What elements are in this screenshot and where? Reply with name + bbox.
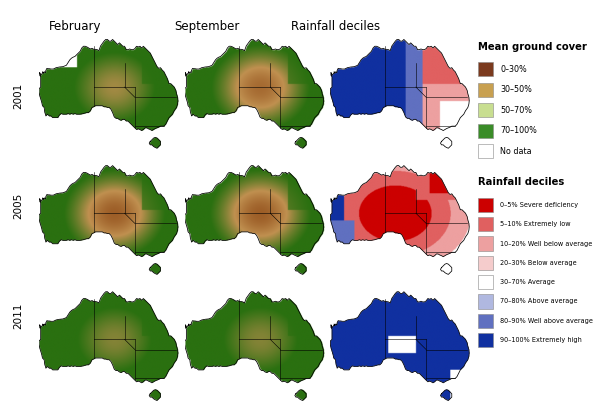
- FancyBboxPatch shape: [478, 295, 493, 308]
- FancyBboxPatch shape: [478, 62, 493, 76]
- Text: 10–20% Well below average: 10–20% Well below average: [500, 241, 592, 246]
- Text: Rainfall deciles: Rainfall deciles: [478, 177, 565, 187]
- Text: February: February: [49, 20, 101, 33]
- Text: 0–5% Severe deficiency: 0–5% Severe deficiency: [500, 202, 578, 208]
- FancyBboxPatch shape: [478, 83, 493, 97]
- Text: 70–80% Above average: 70–80% Above average: [500, 298, 578, 304]
- Text: 20–30% Below average: 20–30% Below average: [500, 260, 577, 266]
- Text: 2001: 2001: [13, 83, 23, 109]
- Text: Mean ground cover: Mean ground cover: [478, 42, 587, 52]
- Text: Rainfall deciles: Rainfall deciles: [292, 20, 380, 33]
- Text: No data: No data: [500, 146, 532, 155]
- Text: 2005: 2005: [13, 193, 23, 219]
- FancyBboxPatch shape: [478, 217, 493, 231]
- Text: 2011: 2011: [13, 303, 23, 329]
- Text: 50–70%: 50–70%: [500, 106, 532, 115]
- Text: 80–90% Well above average: 80–90% Well above average: [500, 318, 593, 324]
- FancyBboxPatch shape: [478, 314, 493, 328]
- FancyBboxPatch shape: [478, 124, 493, 138]
- Text: September: September: [175, 20, 239, 33]
- FancyBboxPatch shape: [478, 256, 493, 270]
- FancyBboxPatch shape: [478, 198, 493, 212]
- FancyBboxPatch shape: [478, 333, 493, 347]
- FancyBboxPatch shape: [478, 275, 493, 289]
- Text: 30–70% Average: 30–70% Average: [500, 279, 555, 285]
- FancyBboxPatch shape: [478, 144, 493, 158]
- Text: 70–100%: 70–100%: [500, 126, 537, 135]
- FancyBboxPatch shape: [478, 237, 493, 251]
- Text: 0–30%: 0–30%: [500, 65, 527, 74]
- FancyBboxPatch shape: [478, 103, 493, 117]
- Text: 90–100% Extremely high: 90–100% Extremely high: [500, 337, 582, 343]
- Text: 30–50%: 30–50%: [500, 85, 532, 94]
- Text: 5–10% Extremely low: 5–10% Extremely low: [500, 221, 571, 227]
